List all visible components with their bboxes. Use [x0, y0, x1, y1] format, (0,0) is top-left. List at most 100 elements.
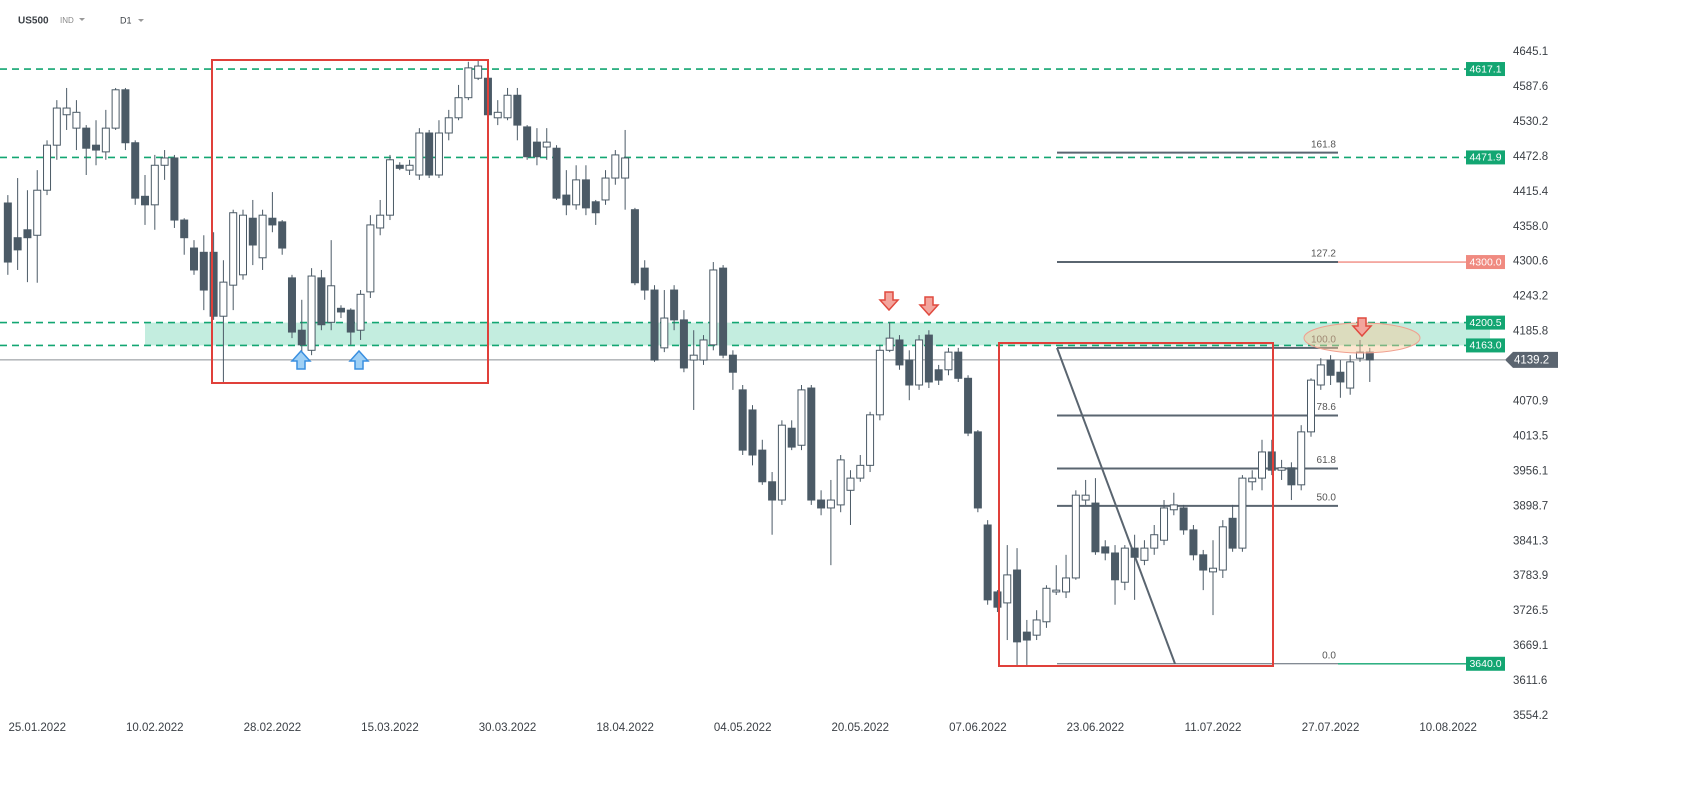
- level-tag: [1466, 255, 1505, 270]
- fib-label: 100.0: [1311, 335, 1336, 346]
- annotation-box: [211, 59, 489, 384]
- candle-body: [895, 339, 904, 366]
- candle-body: [43, 144, 52, 191]
- candle-body: [454, 97, 463, 119]
- dropdown-icon[interactable]: [138, 19, 144, 22]
- candle-body: [738, 389, 747, 451]
- candle-body: [72, 111, 81, 129]
- candle-body: [630, 209, 639, 284]
- candle-body: [317, 277, 326, 326]
- candle-body: [13, 237, 22, 251]
- dropdown-icon[interactable]: [79, 18, 85, 21]
- candle-body: [856, 464, 865, 479]
- candle-body: [905, 359, 914, 386]
- fib-label: 0.0: [1322, 650, 1336, 661]
- candle-body: [807, 387, 816, 501]
- candle-body: [1209, 567, 1218, 573]
- level-tag: [1466, 338, 1505, 353]
- y-tick-label: 3898.7: [1513, 500, 1548, 512]
- level-label: 4471.9: [1469, 152, 1501, 164]
- candle-body: [954, 351, 963, 379]
- candle-body: [768, 481, 777, 501]
- y-tick-label: 4358.0: [1513, 221, 1548, 233]
- level-tag: [1466, 315, 1505, 330]
- level-label: 4617.1: [1469, 63, 1501, 75]
- arrow-down: [1351, 317, 1373, 338]
- x-tick-label: 25.01.2022: [8, 722, 66, 734]
- candle-body: [1326, 359, 1335, 376]
- candle-body: [866, 414, 875, 466]
- level-tag: [1466, 150, 1505, 165]
- candle-body: [52, 107, 61, 146]
- interval[interactable]: D1: [120, 15, 132, 25]
- candle-body: [1140, 547, 1149, 561]
- candle-body: [425, 132, 434, 176]
- y-tick-label: 4070.9: [1513, 396, 1548, 408]
- x-tick-label: 10.02.2022: [126, 722, 184, 734]
- candle-body: [542, 141, 551, 148]
- candle-body: [924, 334, 933, 383]
- candle-body: [728, 354, 737, 373]
- y-tick-label: 3726.5: [1513, 605, 1548, 617]
- candle-body: [336, 307, 345, 313]
- candle-body: [787, 427, 796, 448]
- candle-body: [719, 267, 728, 356]
- candle-body: [748, 409, 757, 456]
- y-tick-label: 3841.3: [1513, 535, 1548, 547]
- y-tick-label: 4243.2: [1513, 291, 1548, 303]
- market: IND: [60, 16, 74, 25]
- level-label: 4300.0: [1469, 256, 1501, 268]
- candle-body: [1179, 507, 1188, 531]
- candle-body: [875, 349, 884, 416]
- candle-body: [33, 189, 42, 236]
- candle-body: [229, 212, 238, 286]
- last-price-tag: [1505, 351, 1558, 368]
- fib-label: 61.8: [1317, 455, 1337, 466]
- fib-trend-line: [1056, 347, 1176, 665]
- candle-body: [1150, 534, 1159, 549]
- candle-body: [101, 127, 110, 153]
- level-tag: [1466, 656, 1505, 671]
- candle-body: [562, 194, 571, 206]
- candle-body: [297, 329, 306, 346]
- level-label: 4200.5: [1469, 317, 1501, 329]
- candle-body: [415, 132, 424, 176]
- candle-body: [248, 217, 257, 246]
- candle-body: [356, 293, 365, 331]
- candle-body: [1189, 529, 1198, 556]
- candle-body: [1365, 351, 1374, 361]
- candle-body: [1238, 477, 1247, 549]
- candle-body: [797, 389, 806, 446]
- candle-body: [973, 431, 982, 509]
- level-label: 4163.0: [1469, 340, 1501, 352]
- candle-body: [434, 132, 443, 176]
- candle-body: [817, 499, 826, 509]
- candle-body: [983, 524, 992, 601]
- candle-body: [1062, 577, 1071, 593]
- candle-body: [92, 144, 101, 151]
- support-zone: [145, 322, 1490, 346]
- candle-body: [846, 477, 855, 491]
- candle-body: [1346, 361, 1355, 389]
- candle-body: [1042, 587, 1051, 623]
- y-tick-label: 3554.2: [1513, 710, 1548, 722]
- candle-body: [131, 142, 140, 199]
- candle-body: [944, 351, 953, 371]
- candle-body: [258, 214, 267, 259]
- candle-body: [82, 127, 91, 149]
- candle-body: [278, 221, 287, 249]
- candle-body: [964, 377, 973, 434]
- candle-body: [111, 89, 120, 129]
- arrow-up: [290, 349, 312, 370]
- fib-label: 127.2: [1311, 249, 1336, 260]
- symbol[interactable]: US500: [18, 16, 49, 27]
- candle-body: [1003, 574, 1012, 604]
- y-tick-label: 4530.2: [1513, 116, 1548, 128]
- x-tick-label: 27.07.2022: [1302, 722, 1360, 734]
- x-tick-label: 23.06.2022: [1067, 722, 1125, 734]
- fib-label: 78.6: [1317, 402, 1337, 413]
- candle-body: [552, 147, 561, 199]
- candle-body: [777, 424, 786, 501]
